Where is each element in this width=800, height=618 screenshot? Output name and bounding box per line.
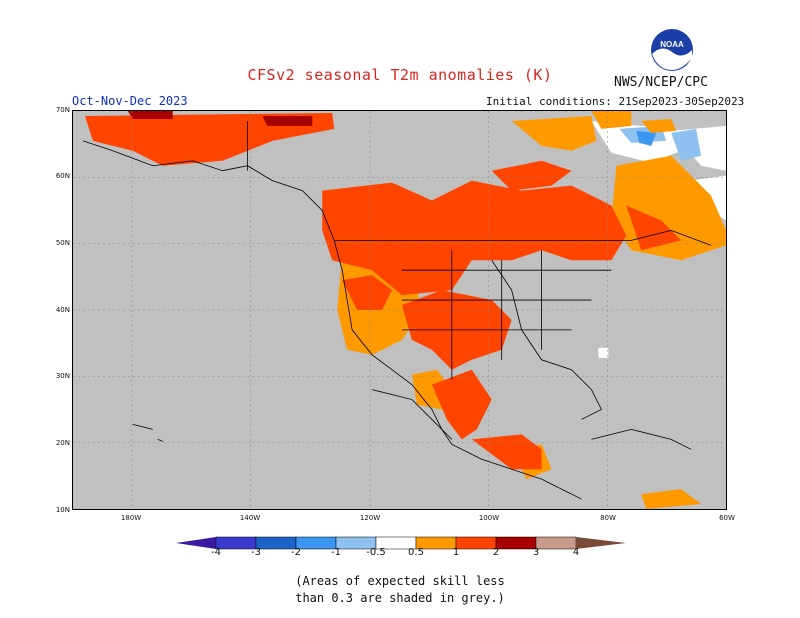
colorbar-tick: 1 <box>452 547 460 558</box>
initial-conditions-label: Initial conditions: 21Sep2023-30Sep2023 <box>486 95 745 108</box>
lon-label-120w: 120W <box>359 514 381 522</box>
coastlines <box>82 120 712 500</box>
warm-2-3-areas <box>127 111 313 126</box>
lon-label-100w: 100W <box>478 514 500 522</box>
skill-note-line1: (Areas of expected skill less <box>295 574 505 588</box>
lat-label-20n: 20N <box>55 439 70 447</box>
noaa-logo-icon: NOAA <box>651 29 693 71</box>
lon-label-60w: 60W <box>719 514 735 522</box>
colorbar-tick: 2 <box>492 547 500 558</box>
colorbar-tick: 0.5 <box>408 547 424 558</box>
skill-note-line2: than 0.3 are shaded in grey.) <box>295 591 505 605</box>
lat-label-50n: 50N <box>55 239 70 247</box>
agency-label: NWS/NCEP/CPC <box>614 75 708 90</box>
lon-label-140w: 140W <box>239 514 261 522</box>
lat-label-40n: 40N <box>55 306 70 314</box>
colorbar-tick: -0.5 <box>366 547 386 558</box>
map-title: CFSv2 seasonal T2m anomalies (K) <box>247 66 553 84</box>
colorbar-tick: 3 <box>532 547 540 558</box>
colorbar-tick: -3 <box>251 547 261 558</box>
colorbar-tick: -2 <box>291 547 301 558</box>
anomaly-map <box>72 110 727 510</box>
colorbar-tick: 4 <box>572 547 580 558</box>
season-label: Oct-Nov-Dec 2023 <box>72 94 188 108</box>
lat-label-60n: 60N <box>55 172 70 180</box>
colorbar-tick: -4 <box>211 547 221 558</box>
svg-text:NOAA: NOAA <box>660 40 684 49</box>
lat-label-10n: 10N <box>55 506 70 514</box>
lon-label-180w: 180W <box>120 514 142 522</box>
colorbar-tick: -1 <box>331 547 341 558</box>
graticule <box>73 111 726 509</box>
lat-label-30n: 30N <box>55 372 70 380</box>
warm-1-2-areas <box>84 112 682 470</box>
lon-label-80w: 80W <box>600 514 616 522</box>
colorbar <box>176 536 626 550</box>
lat-label-70n: 70N <box>55 106 70 114</box>
